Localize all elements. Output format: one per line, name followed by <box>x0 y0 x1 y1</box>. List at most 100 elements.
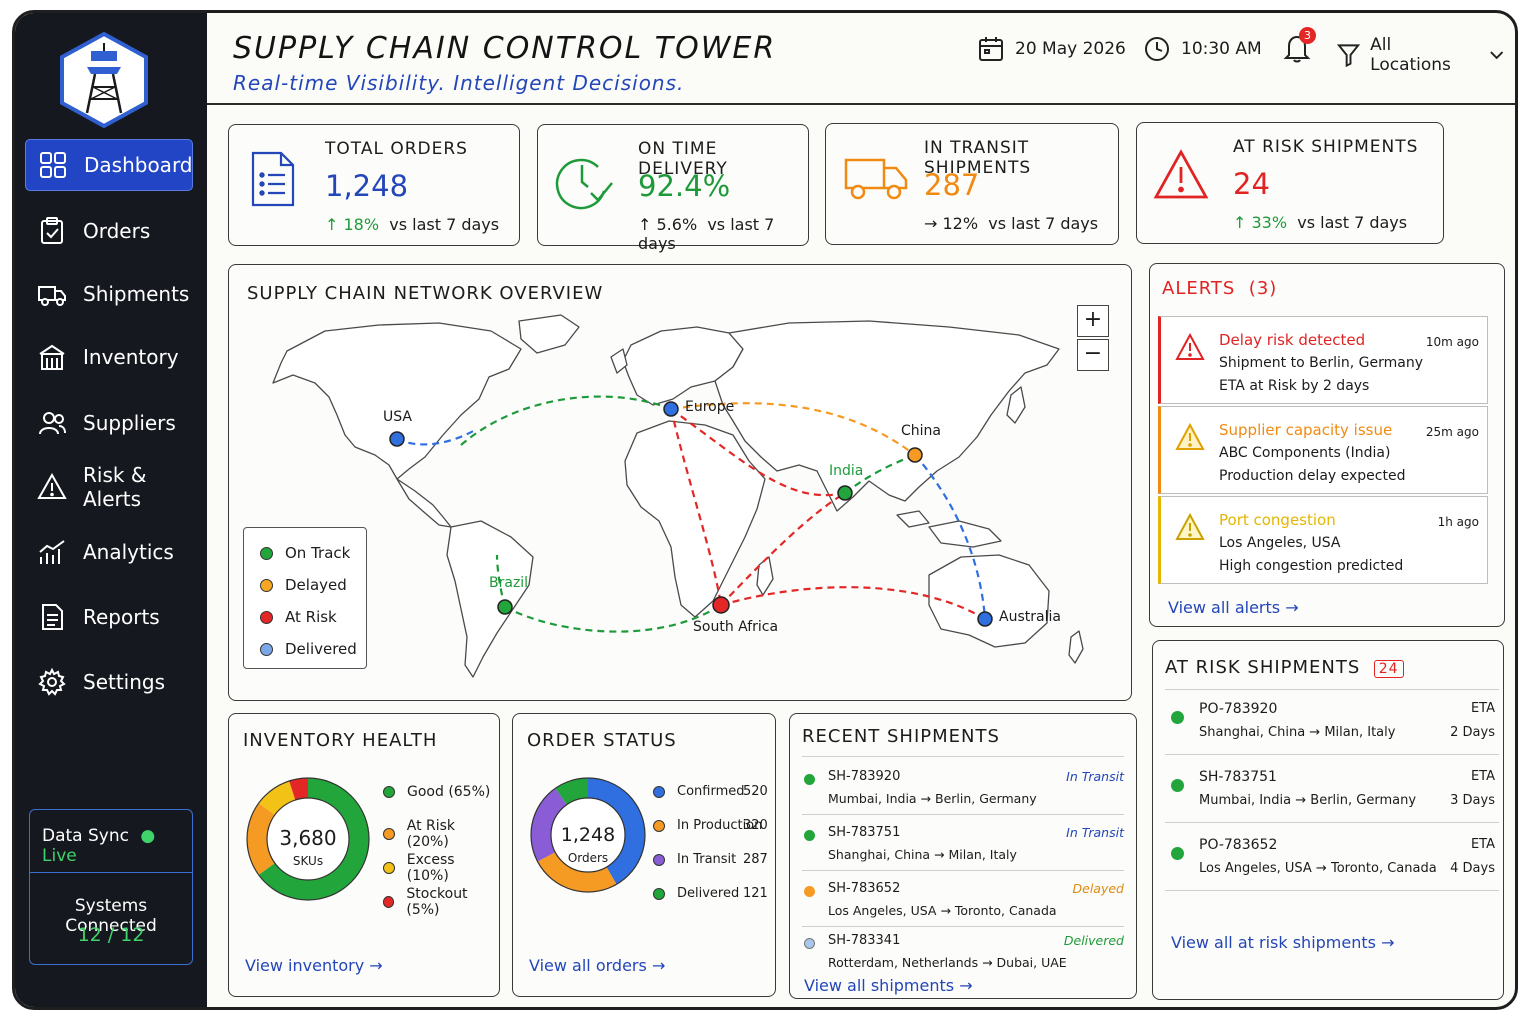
node-europe[interactable] <box>663 401 679 417</box>
sidebar-item-label: Reports <box>83 605 160 629</box>
order-legend-confirmed: Confirmed <box>653 784 745 799</box>
donut-segment-2[interactable] <box>531 788 568 862</box>
node-south-africa[interactable] <box>712 596 730 614</box>
warning-icon <box>1175 423 1205 450</box>
shipment-row[interactable]: SH-783920 Mumbai, India → Berlin, German… <box>802 762 1124 815</box>
sidebar-item-settings[interactable]: Settings <box>25 656 193 708</box>
notification-badge: 3 <box>1299 27 1316 44</box>
legend-swatch <box>653 819 665 832</box>
donut-segment-1[interactable] <box>537 851 617 892</box>
alerts-title: ALERTS (3) <box>1162 278 1277 299</box>
alert-detail: ETA at Risk by 2 days <box>1219 378 1370 394</box>
warning-icon <box>1175 513 1205 540</box>
alert-item[interactable]: Delay risk detected Shipment to Berlin, … <box>1158 316 1488 404</box>
view-all-shipments-link[interactable]: View all shipments → <box>804 976 973 995</box>
view-all-alerts-link[interactable]: View all alerts → <box>1168 598 1299 617</box>
city-label: USA <box>383 409 412 425</box>
shipment-route: Shanghai, China → Milan, Italy <box>1199 725 1396 740</box>
node-brazil[interactable] <box>497 599 513 615</box>
truck-icon <box>844 158 908 200</box>
legend-label: In Transit <box>677 852 737 867</box>
kpi-change: ↑ 5.6% vs last 7 days <box>638 215 808 253</box>
control-tower-logo <box>59 31 149 129</box>
view-all-orders-link[interactable]: View all orders → <box>529 956 665 975</box>
shipment-route: Los Angeles, USA → Toronto, Canada <box>1199 861 1437 876</box>
legend-label: In Production <box>677 818 763 833</box>
report-icon <box>42 604 63 630</box>
shipment-route: Shanghai, China → Milan, Italy <box>828 847 1017 862</box>
alert-item[interactable]: Port congestion Los Angeles, USA High co… <box>1158 496 1488 584</box>
inventory-legend-excess: Excess (10%) <box>383 852 499 884</box>
donut-segment-0[interactable] <box>587 778 645 885</box>
recent-shipments-panel: RECENT SHIPMENTS SH-783920 Mumbai, India… <box>789 713 1137 999</box>
legend-at-risk: At Risk <box>260 608 337 626</box>
inventory-donut-chart[interactable] <box>245 776 371 902</box>
shipment-id: SH-783341 <box>828 933 901 948</box>
zoom-out-button[interactable]: − <box>1077 339 1109 371</box>
kpi-on-time-delivery[interactable]: ON TIME DELIVERY 92.4% ↑ 5.6% vs last 7 … <box>537 124 809 253</box>
kpi-label: AT RISK SHIPMENTS <box>1233 137 1419 157</box>
shipment-row[interactable]: SH-783751 Shanghai, China → Milan, Italy… <box>802 818 1124 871</box>
alert-detail: Production delay expected <box>1219 468 1406 484</box>
kpi-change-value: 5.6% <box>656 215 698 234</box>
sidebar-item-reports[interactable]: Reports <box>25 591 193 643</box>
users-icon <box>39 412 66 435</box>
donut-segment-2[interactable] <box>258 780 296 816</box>
shipment-row[interactable]: SH-783341 Rotterdam, Netherlands → Dubai… <box>802 926 1124 979</box>
donut-segment-0[interactable] <box>258 778 369 900</box>
kpi-at-risk[interactable]: AT RISK SHIPMENTS 24 ↑ 33% vs last 7 day… <box>1136 122 1444 244</box>
sidebar-item-label: Inventory <box>83 345 179 369</box>
divider <box>1165 689 1499 690</box>
sidebar-item-suppliers[interactable]: Suppliers <box>25 397 193 449</box>
sidebar-item-inventory[interactable]: Inventory <box>25 331 193 383</box>
status-dot <box>1171 847 1184 860</box>
shipment-id: SH-783751 <box>1199 769 1277 785</box>
status-dot <box>804 830 815 841</box>
shipment-row[interactable]: SH-783652 Los Angeles, USA → Toronto, Ca… <box>802 874 1124 927</box>
kpi-change-value: 12% <box>942 214 979 233</box>
sidebar-item-risk-alerts[interactable]: Risk & Alerts <box>25 461 193 513</box>
donut-segment-3[interactable] <box>289 778 309 801</box>
clock-check-icon <box>555 158 613 210</box>
at-risk-row[interactable]: SH-783751 Mumbai, India → Berlin, German… <box>1165 757 1499 823</box>
sidebar-item-dashboard[interactable]: Dashboard <box>25 139 193 191</box>
link-text: View inventory <box>245 956 365 975</box>
sidebar-item-analytics[interactable]: Analytics <box>25 526 193 578</box>
location-filter[interactable]: All Locations <box>1337 35 1515 75</box>
warning-icon <box>1175 333 1205 360</box>
at-risk-title-text: AT RISK SHIPMENTS <box>1165 657 1361 678</box>
kpi-total-orders[interactable]: TOTAL ORDERS 1,248 ↑ 18% vs last 7 days <box>228 124 520 246</box>
node-australia[interactable] <box>977 611 993 627</box>
notifications-button[interactable]: 3 <box>1283 27 1316 63</box>
date-display[interactable]: 20 May 2026 <box>977 35 1126 63</box>
at-risk-shipments-panel: AT RISK SHIPMENTS 24 PO-783920 Shanghai,… <box>1152 640 1504 1000</box>
kpi-in-transit[interactable]: IN TRANSIT SHIPMENTS 287 → 12% vs last 7… <box>825 123 1119 245</box>
sidebar-item-orders[interactable]: Orders <box>25 205 193 257</box>
alert-item[interactable]: Supplier capacity issue ABC Components (… <box>1158 406 1488 494</box>
donut-segment-3[interactable] <box>555 778 589 805</box>
map-title: SUPPLY CHAIN NETWORK OVERVIEW <box>247 283 604 304</box>
view-all-at-risk-link[interactable]: View all at risk shipments → <box>1171 933 1394 952</box>
order-legend-in-production: In Production <box>653 818 762 833</box>
at-risk-row[interactable]: PO-783920 Shanghai, China → Milan, Italy… <box>1165 689 1499 755</box>
data-sync-row: Data Sync ● Live <box>42 826 192 866</box>
node-india[interactable] <box>837 485 853 501</box>
node-usa[interactable] <box>389 431 405 447</box>
node-china[interactable] <box>907 447 923 463</box>
shipment-route: Los Angeles, USA → Toronto, Canada <box>828 903 1057 918</box>
world-map[interactable] <box>229 265 1132 701</box>
kpi-value: 92.4% <box>638 169 731 203</box>
sidebar-item-shipments[interactable]: Shipments <box>25 268 193 320</box>
time-display: 10:30 AM <box>1143 35 1262 63</box>
order-status-donut-chart[interactable] <box>529 776 647 894</box>
location-filter-value: All Locations <box>1370 35 1451 75</box>
donut-segment-1[interactable] <box>247 803 276 875</box>
view-inventory-link[interactable]: View inventory → <box>245 956 383 975</box>
at-risk-title: AT RISK SHIPMENTS 24 <box>1165 657 1404 678</box>
at-risk-row[interactable]: PO-783652 Los Angeles, USA → Toronto, Ca… <box>1165 825 1499 891</box>
kpi-change: → 12% vs last 7 days <box>924 214 1098 233</box>
zoom-in-button[interactable]: + <box>1077 305 1109 337</box>
legend-label: Delivered <box>285 640 357 658</box>
up-arrow-icon: ↑ <box>325 215 344 234</box>
sidebar-item-label: Settings <box>83 670 166 694</box>
